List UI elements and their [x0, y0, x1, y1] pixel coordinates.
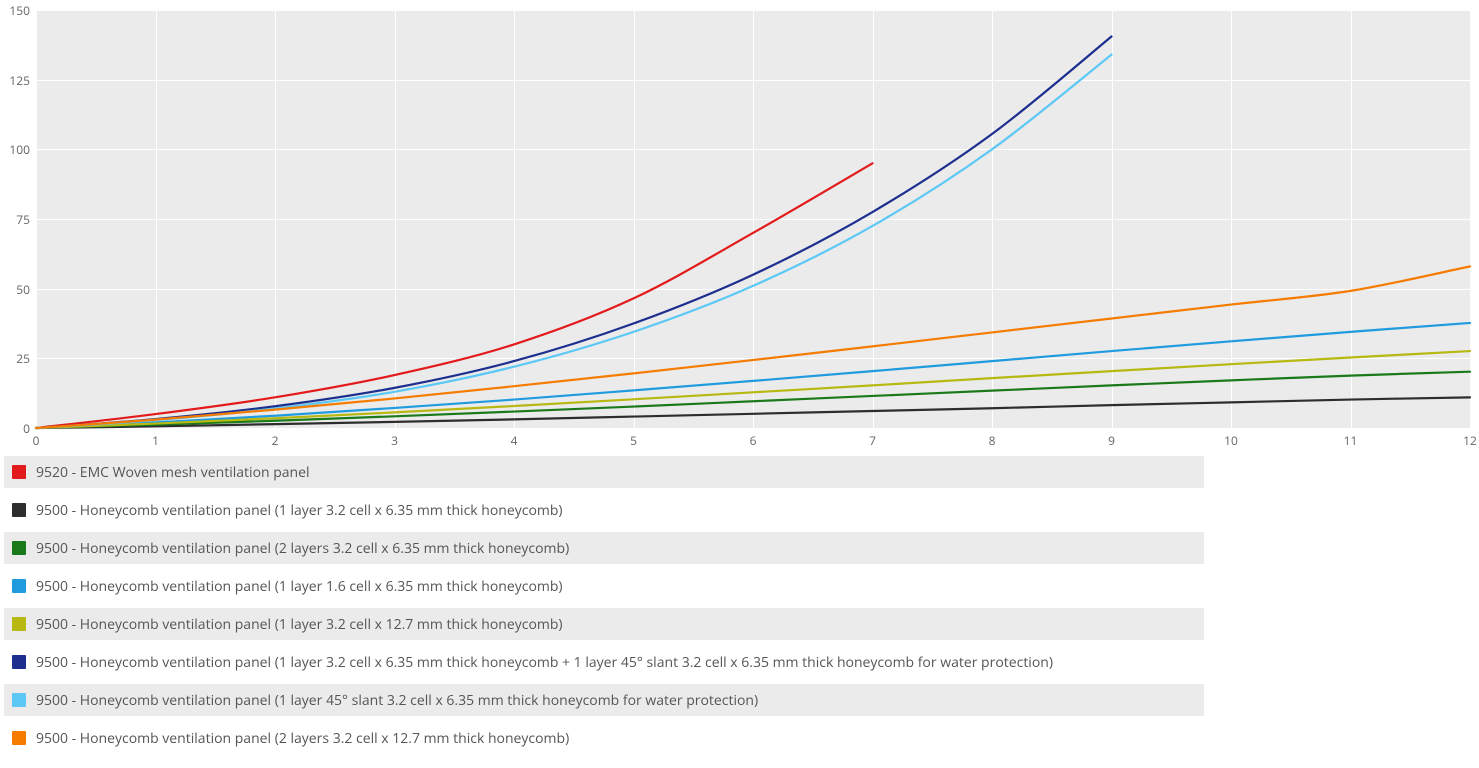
legend-swatch: [12, 617, 26, 631]
y-axis-tick-label: 25: [4, 350, 30, 367]
legend-label: 9500 - Honeycomb ventilation panel (1 la…: [36, 501, 563, 520]
series-line: [36, 55, 1112, 428]
legend-swatch: [12, 541, 26, 555]
x-axis-tick-label: 0: [21, 432, 51, 449]
chart-root: 02550751001251500123456789101112 9520 - …: [0, 0, 1479, 768]
y-axis-tick-label: 50: [4, 281, 30, 298]
y-axis-tick-label: 75: [4, 211, 30, 228]
legend-label: 9500 - Honeycomb ventilation panel (1 la…: [36, 615, 563, 634]
legend-label: 9520 - EMC Woven mesh ventilation panel: [36, 463, 310, 482]
legend-swatch: [12, 503, 26, 517]
legend-item[interactable]: 9520 - EMC Woven mesh ventilation panel: [4, 456, 1204, 488]
legend-item[interactable]: 9500 - Honeycomb ventilation panel (2 la…: [4, 532, 1204, 564]
legend-item[interactable]: 9500 - Honeycomb ventilation panel (1 la…: [4, 494, 1204, 526]
y-axis-tick-label: 100: [4, 141, 30, 158]
legend-label: 9500 - Honeycomb ventilation panel (1 la…: [36, 691, 758, 710]
legend-swatch: [12, 465, 26, 479]
legend-item[interactable]: 9500 - Honeycomb ventilation panel (1 la…: [4, 608, 1204, 640]
legend-item[interactable]: 9500 - Honeycomb ventilation panel (2 la…: [4, 722, 1204, 754]
plot-outer: 02550751001251500123456789101112: [4, 4, 1471, 452]
x-axis-tick-label: 7: [858, 432, 888, 449]
x-axis-tick-label: 11: [1336, 432, 1366, 449]
plot-wrapper: 02550751001251500123456789101112: [4, 4, 1470, 452]
legend-swatch: [12, 579, 26, 593]
x-axis-tick-label: 6: [738, 432, 768, 449]
legend-label: 9500 - Honeycomb ventilation panel (1 la…: [36, 653, 1053, 672]
x-axis-tick-label: 12: [1455, 432, 1479, 449]
legend: 9520 - EMC Woven mesh ventilation panel 9…: [4, 452, 1471, 754]
y-axis-tick-label: 125: [4, 72, 30, 89]
x-axis-tick-label: 3: [380, 432, 410, 449]
legend-label: 9500 - Honeycomb ventilation panel (2 la…: [36, 729, 569, 748]
x-axis-tick-label: 2: [260, 432, 290, 449]
x-axis-tick-label: 10: [1216, 432, 1246, 449]
legend-item[interactable]: 9500 - Honeycomb ventilation panel (1 la…: [4, 570, 1204, 602]
series-line: [36, 266, 1470, 428]
legend-label: 9500 - Honeycomb ventilation panel (2 la…: [36, 539, 569, 558]
gridline-vertical: [1470, 10, 1471, 428]
legend-item[interactable]: 9500 - Honeycomb ventilation panel (1 la…: [4, 646, 1204, 678]
x-axis-tick-label: 5: [619, 432, 649, 449]
x-axis-tick-label: 4: [499, 432, 529, 449]
x-axis-tick-label: 9: [1097, 432, 1127, 449]
chart-curves: [4, 4, 1470, 428]
x-axis-tick-label: 1: [141, 432, 171, 449]
legend-item[interactable]: 9500 - Honeycomb ventilation panel (1 la…: [4, 684, 1204, 716]
legend-swatch: [12, 655, 26, 669]
y-axis-tick-label: 150: [4, 2, 30, 19]
legend-swatch: [12, 731, 26, 745]
legend-label: 9500 - Honeycomb ventilation panel (1 la…: [36, 577, 563, 596]
series-line: [36, 36, 1112, 428]
gridline-horizontal: [36, 428, 1470, 429]
x-axis-tick-label: 8: [977, 432, 1007, 449]
series-line: [36, 163, 873, 428]
legend-swatch: [12, 693, 26, 707]
